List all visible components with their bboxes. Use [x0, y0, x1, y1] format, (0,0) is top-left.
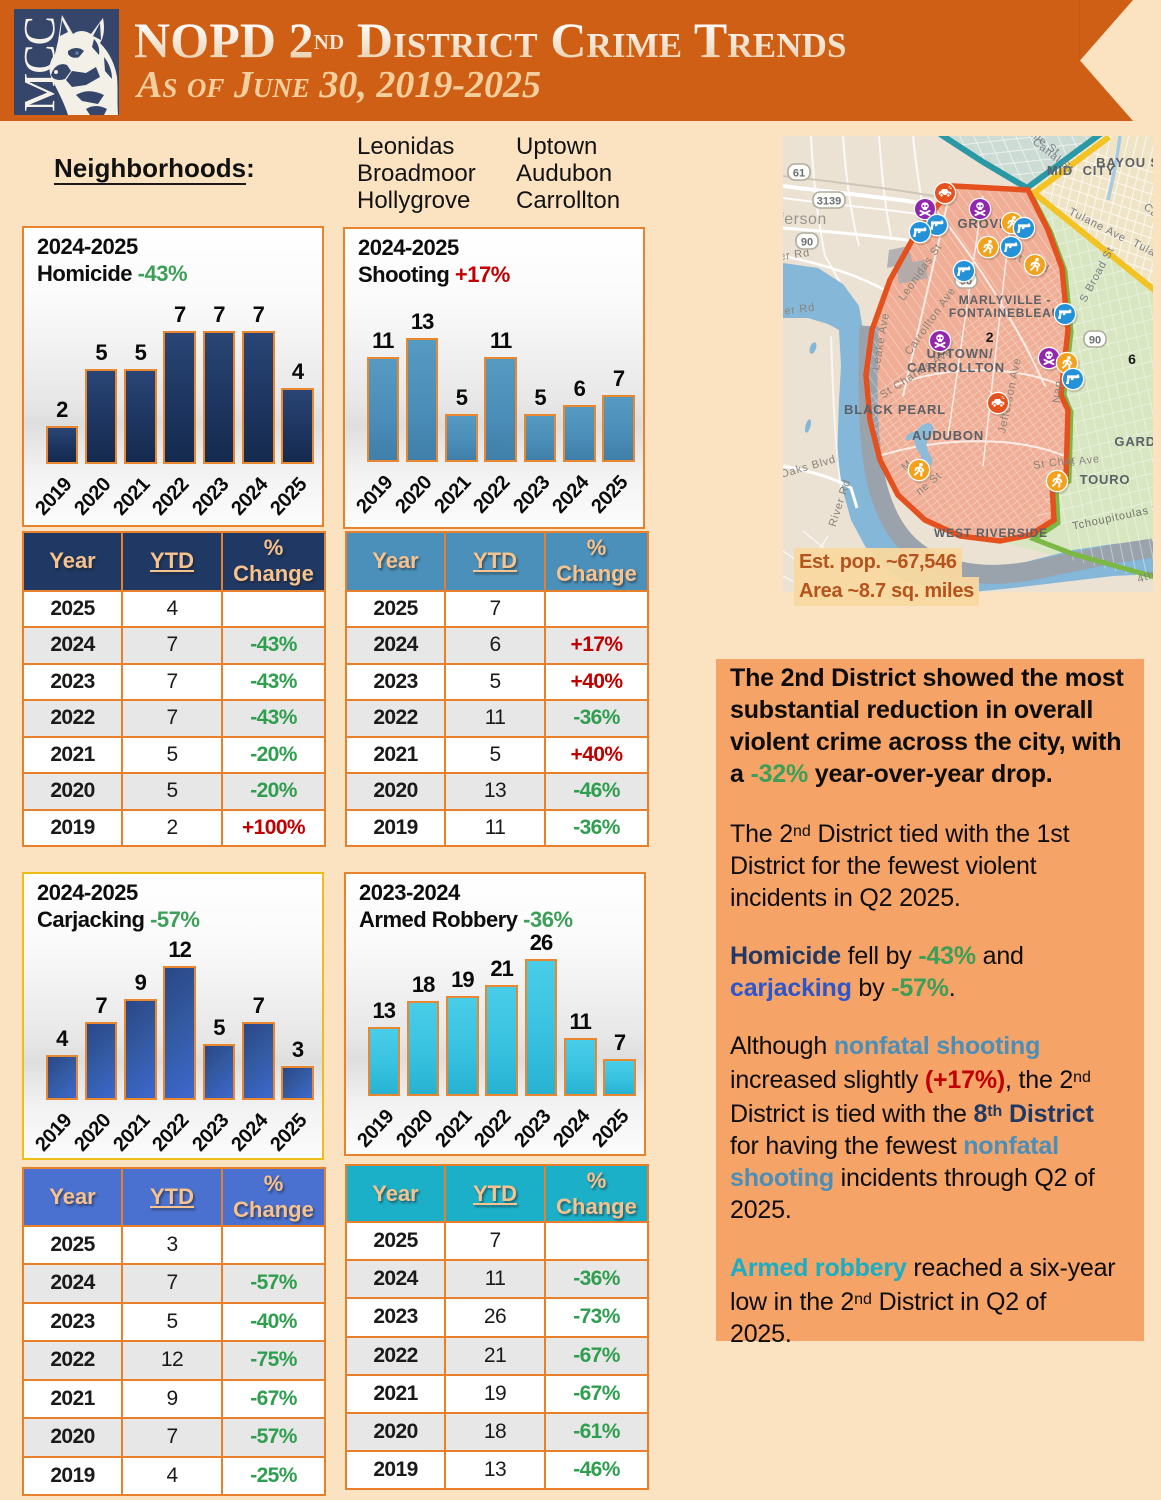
- svg-text:GROVE: GROVE: [958, 216, 1009, 231]
- svg-text:Ca: Ca: [1141, 201, 1153, 220]
- svg-text:Nap: Nap: [1051, 380, 1065, 404]
- svg-text:MID: MID: [1047, 163, 1073, 178]
- svg-text:s Ave: s Ave: [1069, 453, 1101, 469]
- svg-text:90: 90: [801, 237, 813, 249]
- svg-text:BAYOU S: BAYOU S: [1096, 155, 1153, 170]
- svg-text:WEST RIVERSIDE: WEST RIVERSIDE: [934, 526, 1048, 540]
- svg-text:GARDEN: GARDEN: [1114, 434, 1153, 449]
- svg-text:AUDUBON: AUDUBON: [912, 428, 984, 443]
- svg-text:FONTAINEBLEAU: FONTAINEBLEAU: [949, 306, 1061, 320]
- svg-text:St Char: St Char: [1033, 454, 1077, 472]
- svg-text:CARROLLTON: CARROLLTON: [907, 360, 1005, 375]
- svg-text:BLACK PEARL: BLACK PEARL: [844, 402, 946, 417]
- svg-text:3139: 3139: [817, 196, 841, 208]
- svg-text:CITY: CITY: [1083, 163, 1116, 178]
- svg-text:er Rd: er Rd: [783, 247, 811, 263]
- svg-text:4th: 4th: [1136, 569, 1153, 586]
- svg-text:61: 61: [793, 168, 805, 180]
- svg-text:ferson: ferson: [783, 211, 827, 228]
- svg-text:ver Rd: ver Rd: [783, 301, 816, 318]
- svg-text:MARLYVILLE -: MARLYVILLE -: [959, 293, 1052, 307]
- svg-text:90: 90: [1089, 335, 1101, 347]
- svg-text:2: 2: [986, 329, 995, 345]
- svg-text:TOURO: TOURO: [1080, 472, 1131, 487]
- svg-text:6: 6: [1128, 351, 1136, 367]
